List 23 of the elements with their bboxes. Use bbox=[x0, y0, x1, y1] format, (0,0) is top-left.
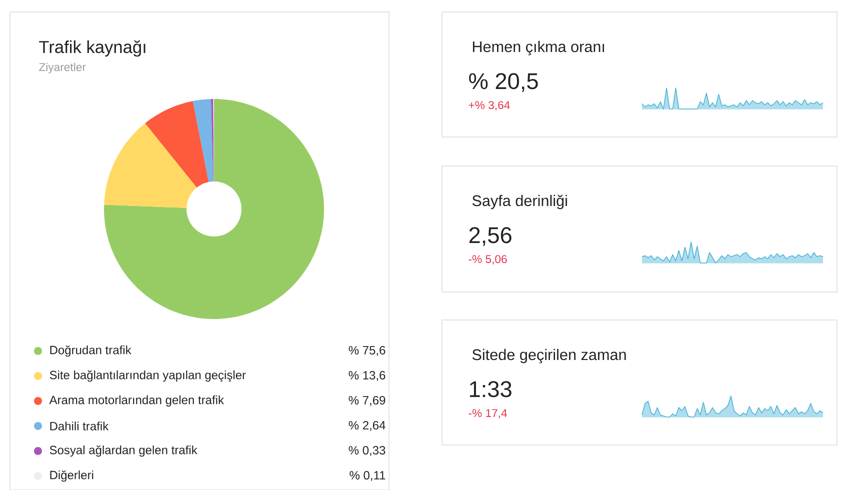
legend-label: Arama motorlarından gelen trafik bbox=[49, 395, 224, 407]
data-label: % 0,33 bbox=[348, 446, 386, 456]
text: 2,56 bbox=[469, 227, 512, 246]
text: -% 5,06 bbox=[468, 255, 507, 264]
chart-subtitle: Ziyaretler bbox=[39, 62, 86, 74]
text: 1:33 bbox=[470, 381, 512, 398]
data-label: % 13,6 bbox=[348, 371, 386, 381]
chart-title: Sitede geçirilen zaman bbox=[472, 348, 626, 364]
text: % 20,5 bbox=[469, 73, 538, 92]
chart-title: Sayfa derinliği bbox=[472, 194, 567, 210]
legend-label: Sosyal ağlardan gelen trafik bbox=[50, 445, 198, 457]
text: -% 17,4 bbox=[468, 409, 507, 418]
data-label: % 0,11 bbox=[350, 471, 386, 481]
data-label: % 7,69 bbox=[348, 396, 386, 406]
legend-label: Site bağlantılarından yapılan geçişler bbox=[50, 370, 246, 382]
chart-title: Hemen çıkma oranı bbox=[472, 40, 604, 56]
legend-label: Diğerleri bbox=[50, 470, 94, 482]
data-label: % 2,64 bbox=[348, 421, 386, 431]
data-label: % 75,6 bbox=[348, 346, 386, 356]
chart-title: Trafik kaynağı bbox=[39, 40, 146, 57]
text: +% 3,64 bbox=[468, 101, 510, 110]
legend-label: Doğrudan trafik bbox=[50, 345, 132, 357]
legend-label: Dahili trafik bbox=[50, 422, 109, 430]
